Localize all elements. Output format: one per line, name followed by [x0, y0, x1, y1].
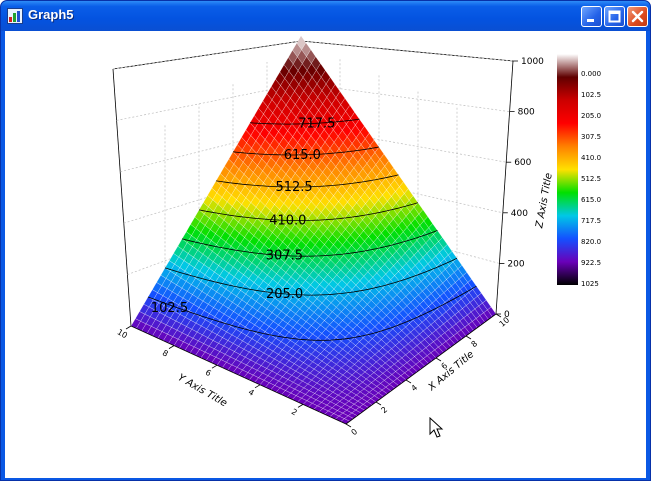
contour-label: 102.5: [151, 301, 188, 316]
y-tick: [297, 404, 304, 408]
y-tick-label: 6: [204, 368, 213, 378]
colorbar-label: 615.0: [581, 196, 601, 204]
contour-label: 615.0: [284, 148, 321, 163]
colorbar-label: 820.0: [581, 238, 601, 246]
contour-label: 307.5: [266, 249, 303, 264]
contour-line: [181, 230, 438, 257]
contour-label: 410.0: [269, 213, 306, 228]
z-axis-title: Z Axis Title: [534, 172, 555, 230]
right-vertical-edge: [495, 60, 514, 315]
x-tick: [375, 401, 382, 406]
x-tick: [495, 313, 502, 318]
z-tick-label: 800: [518, 108, 535, 118]
x-tick-label: 2: [380, 405, 390, 415]
contour-lines: 102.5 205.0 307.5 410.0 512.5 615.0 717.5: [147, 116, 477, 341]
y-tick-label: 8: [161, 348, 170, 358]
colorbar: 0.000 102.5 205.0 307.5 410.0 512.5 615.0 717.5…: [557, 54, 601, 288]
graph-app-icon: [7, 8, 23, 24]
x-tick-label: 0: [350, 427, 360, 437]
z-grid-line: [112, 40, 514, 70]
minimize-button[interactable]: [581, 6, 602, 27]
y-tick: [168, 345, 175, 349]
x-tick-label: 6: [440, 361, 450, 371]
x-tick-label: 8: [470, 339, 480, 349]
x-tick: [345, 423, 352, 428]
colorbar-label: 922.5: [581, 259, 601, 267]
z-tick-label: 0: [504, 310, 510, 320]
surface-plot: 102.5 205.0 307.5 410.0 512.5 615.0 717.5 10 8 6…: [112, 35, 601, 437]
colorbar-label: 410.0: [581, 154, 601, 162]
left-vertical-edge: [112, 68, 132, 327]
contour-label: 512.5: [275, 180, 312, 195]
z-grid-line: [120, 125, 507, 173]
contour-label: 717.5: [298, 116, 335, 131]
colorbar-label: 102.5: [581, 91, 601, 99]
close-icon: [631, 10, 644, 23]
contour-line: [249, 118, 360, 125]
z-tick-label: 600: [514, 158, 531, 168]
colorbar-label: 512.5: [581, 175, 601, 183]
window-title: Graph5: [28, 7, 74, 22]
maximize-icon: [608, 10, 621, 23]
y-tick: [254, 384, 261, 389]
graph-canvas-area: 102.5 205.0 307.5 410.0 512.5 615.0 717.5 10 8 6…: [5, 31, 646, 478]
x-tick-label: 4: [410, 383, 420, 393]
contour-line: [215, 174, 399, 188]
z-tick-label: 400: [511, 209, 528, 219]
contour-line: [232, 146, 380, 156]
colorbar-label: 717.5: [581, 217, 601, 225]
x-tick: [435, 357, 442, 362]
y-tick: [211, 364, 218, 369]
y-tick: [125, 325, 132, 330]
colorbar-rect: [557, 54, 578, 285]
colorbar-label: 1025: [581, 280, 599, 288]
contour-line: [164, 257, 458, 296]
z-tick-label: 200: [507, 259, 524, 269]
y-axis-title: Y Axis Title: [176, 372, 229, 409]
mouse-pointer-icon: [429, 417, 444, 438]
contour-label: 205.0: [266, 287, 303, 302]
colorbar-label: 205.0: [581, 112, 601, 120]
minimize-icon: [587, 19, 594, 22]
surface-mesh: [130, 35, 497, 425]
contour-line: [198, 202, 419, 221]
maximize-button[interactable]: [604, 6, 625, 27]
x-tick: [405, 379, 412, 384]
z-tick-label: 1000: [521, 57, 544, 67]
y-tick-label: 4: [247, 387, 256, 397]
contour-line: [147, 285, 477, 341]
colorbar-label: 0.000: [581, 70, 601, 78]
y-tick-label: 10: [116, 327, 129, 340]
colorbar-label: 307.5: [581, 133, 601, 141]
y-tick-label: 2: [290, 407, 299, 417]
x-tick: [465, 335, 472, 340]
title-bar[interactable]: Graph5: [1, 1, 650, 31]
close-button[interactable]: [627, 6, 648, 27]
